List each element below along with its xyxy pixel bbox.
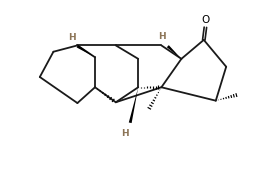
Polygon shape (167, 45, 181, 59)
Text: H: H (68, 33, 76, 42)
Text: H: H (121, 129, 129, 138)
Polygon shape (77, 45, 95, 57)
Text: O: O (201, 15, 210, 25)
Polygon shape (129, 87, 138, 123)
Text: H: H (158, 32, 166, 41)
